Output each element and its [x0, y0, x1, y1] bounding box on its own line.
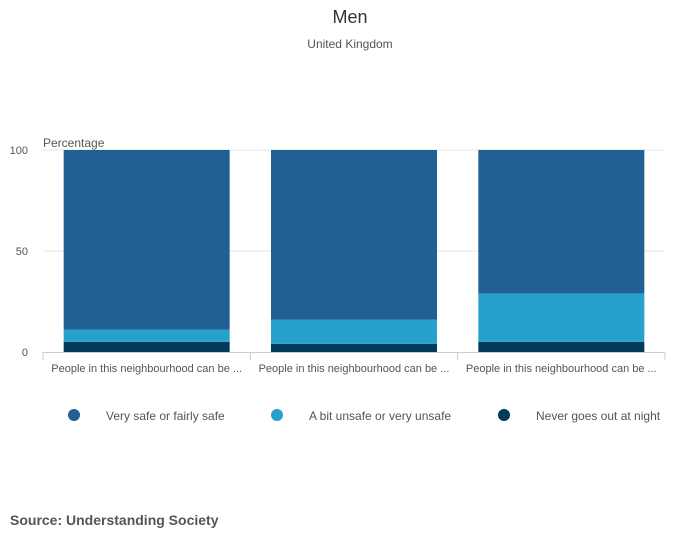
y-tick-label-0: 0 — [22, 347, 28, 359]
y-tick-label-100: 100 — [10, 145, 28, 157]
source-note: Source: Understanding Society — [10, 512, 219, 528]
x-category-label-1: People in this neighbourhood can be ... — [51, 363, 242, 375]
legend-label-1[interactable]: Very safe or fairly safe — [106, 409, 225, 423]
legend-marker-3[interactable] — [498, 409, 510, 421]
chart-subtitle: United Kingdom — [307, 37, 392, 51]
legend-marker-1[interactable] — [68, 409, 80, 421]
x-category-label-3: People in this neighbourhood can be ... — [466, 363, 657, 375]
bar-3-a-bit-unsafe-or-very-unsafe[interactable] — [478, 293, 645, 342]
bar-1-never-goes-out-at-night[interactable] — [63, 341, 230, 352]
x-category-label-2: People in this neighbourhood can be ... — [259, 363, 450, 375]
legend-label-2[interactable]: A bit unsafe or very unsafe — [309, 409, 451, 423]
legend-label-3[interactable]: Never goes out at night — [536, 409, 661, 423]
bars-group — [63, 150, 645, 352]
legend-marker-2[interactable] — [271, 409, 283, 421]
bar-3-very-safe-or-fairly-safe[interactable] — [478, 150, 645, 294]
y-axis-label: Percentage — [43, 136, 105, 150]
legend: Very safe or fairly safe A bit unsafe or … — [68, 409, 661, 423]
y-tick-label-50: 50 — [16, 246, 28, 258]
bar-2-a-bit-unsafe-or-very-unsafe[interactable] — [271, 319, 437, 344]
bar-3-never-goes-out-at-night[interactable] — [478, 341, 645, 352]
bar-1-a-bit-unsafe-or-very-unsafe[interactable] — [63, 329, 230, 342]
bar-1-very-safe-or-fairly-safe[interactable] — [63, 150, 230, 330]
chart-title: Men — [332, 7, 367, 27]
axes-group: 0 50 100 People in this neighbourhood can b… — [10, 145, 666, 375]
bar-2-very-safe-or-fairly-safe[interactable] — [271, 150, 437, 320]
bar-2-never-goes-out-at-night[interactable] — [271, 343, 437, 352]
